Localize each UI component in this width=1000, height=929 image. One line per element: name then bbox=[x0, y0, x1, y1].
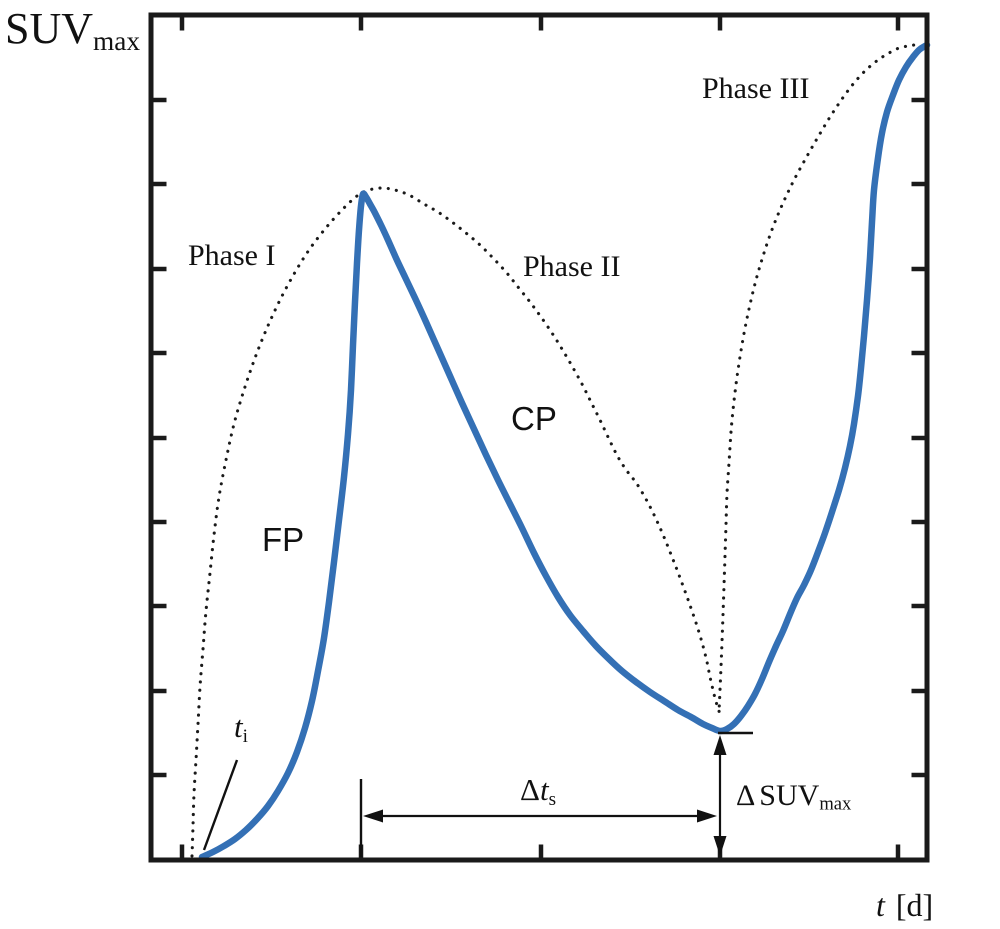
phase-i-label: Phase I bbox=[188, 239, 276, 272]
phase-ii-label: Phase II bbox=[523, 250, 621, 283]
ti-label-main: t bbox=[234, 709, 243, 744]
fp-curve-label: FP bbox=[262, 521, 305, 558]
x-axis-title-unit: [d] bbox=[895, 887, 934, 923]
delta-suv-prefix: Δ bbox=[736, 779, 756, 812]
y-axis-title: SUVmax bbox=[5, 4, 140, 55]
ti-label-sub: i bbox=[242, 725, 248, 747]
delta-suv-sub: max bbox=[819, 793, 852, 815]
delta-ts-main: t bbox=[539, 772, 549, 807]
delta-suv-main: SUV bbox=[759, 779, 820, 812]
delta-ts-label: Δts bbox=[520, 772, 556, 809]
y-axis-title-main: SUV bbox=[5, 4, 94, 53]
x-axis-title: t [d] bbox=[876, 889, 933, 921]
x-axis-title-main: t bbox=[876, 887, 885, 923]
y-axis-title-sub: max bbox=[93, 25, 140, 56]
cp-curve-label: CP bbox=[511, 400, 557, 437]
delta-ts-prefix: Δ bbox=[520, 772, 540, 807]
delta-ts-sub: s bbox=[548, 788, 557, 810]
ti-label: ti bbox=[234, 709, 248, 746]
phase-iii-label: Phase III bbox=[702, 72, 810, 105]
delta-suv-label: Δ SUVmax bbox=[736, 779, 851, 814]
